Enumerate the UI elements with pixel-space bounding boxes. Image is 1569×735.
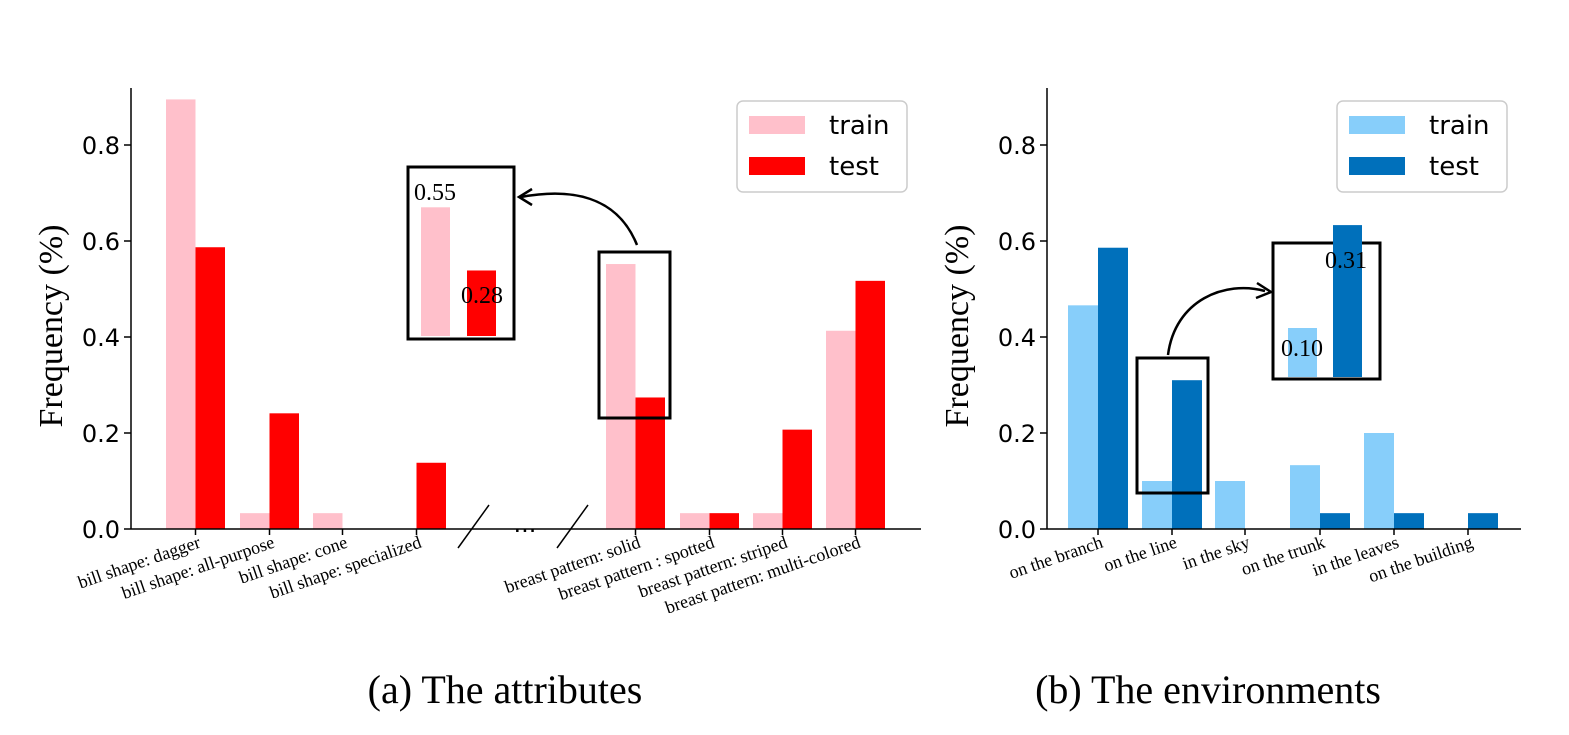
chart-b-ytick-label: 0.4 xyxy=(998,324,1036,352)
chart-b-caption: (b) The environments xyxy=(1035,667,1381,712)
chart-b-ytick-label: 0.2 xyxy=(998,420,1036,448)
chart-b-highlight-box xyxy=(1135,356,1210,495)
chart-a-bar-train-5 xyxy=(680,513,710,529)
chart-b-ylabel: Frequency (%) xyxy=(939,225,976,428)
chart-b-bar-test-3 xyxy=(1320,513,1350,529)
chart-a-bar-train-6 xyxy=(753,513,783,529)
chart-a-inset-test-bar xyxy=(467,270,496,336)
chart-b-bar-test-4 xyxy=(1394,513,1424,529)
chart-b-ytick-label: 0.6 xyxy=(998,228,1036,256)
chart-a-bar-test-3 xyxy=(416,462,446,529)
chart-a-highlight-box xyxy=(597,250,672,420)
chart-b-bar-test-1 xyxy=(1172,380,1202,529)
chart-b-legend: train test xyxy=(1336,100,1508,193)
chart-b-xtick-label: on the line xyxy=(1101,532,1179,576)
chart-b-bar-train-4 xyxy=(1364,433,1394,529)
chart-b-bar-train-0 xyxy=(1068,305,1098,529)
chart-b-yticks: 0.0 0.2 0.4 0.6 0.8 xyxy=(998,132,1047,544)
chart-a-legend-train: train xyxy=(829,111,890,141)
chart-a-inset: 0.55 0.28 xyxy=(406,165,516,341)
chart-a-bar-test-0 xyxy=(195,247,225,530)
chart-a-inset-frame xyxy=(406,165,516,341)
chart-b-inset: 0.10 0.31 xyxy=(1271,225,1382,381)
chart-b-inset-test-bar xyxy=(1333,225,1362,377)
chart-b-ytick-label: 0.8 xyxy=(998,132,1036,160)
chart-b-axes xyxy=(1046,88,1521,530)
chart-a-bar-test-6 xyxy=(782,429,812,529)
chart-a-yticks: 0.0 0.2 0.4 0.6 0.8 xyxy=(82,132,131,544)
chart-a-legend: train test xyxy=(736,100,908,193)
chart-b-legend-train-swatch xyxy=(1349,116,1405,134)
chart-b-legend-train: train xyxy=(1429,111,1490,141)
chart-a-bar-train-7 xyxy=(826,330,856,529)
chart-b-legend-test-swatch xyxy=(1349,157,1405,175)
chart-a-bar-train-0 xyxy=(166,99,196,530)
chart-a-axes xyxy=(130,88,921,530)
chart-a-legend-train-swatch xyxy=(749,116,805,134)
chart-a-arrow xyxy=(520,192,639,246)
chart-a-legend-test-swatch xyxy=(749,157,805,175)
chart-a-arrowhead xyxy=(516,187,533,207)
chart-a-ylabel: Frequency (%) xyxy=(33,225,70,428)
chart-b-inset-test-label: 0.31 xyxy=(1325,248,1367,274)
chart-b-inset-frame xyxy=(1271,241,1382,381)
chart-b-bars xyxy=(1068,247,1498,529)
chart-b-arrowhead xyxy=(1255,281,1274,300)
chart-a-axis-break-ellipsis: ... xyxy=(514,510,537,538)
chart-a-bar-test-7 xyxy=(855,280,885,529)
chart-a-ytick-label: 0.2 xyxy=(82,420,120,448)
chart-a-bar-train-4 xyxy=(606,264,636,529)
chart-a-bar-train-1 xyxy=(240,513,270,529)
chart-a-caption: (a) The attributes xyxy=(368,667,643,712)
chart-a-legend-test: test xyxy=(829,152,879,182)
chart-a-bar-test-5 xyxy=(709,513,739,529)
chart-b-legend-test: test xyxy=(1429,152,1479,182)
chart-a-ytick-label: 0.4 xyxy=(82,324,120,352)
chart-a-bars xyxy=(166,99,885,530)
chart-b-ytick-label: 0.0 xyxy=(998,516,1036,544)
chart-b-inset-train-label: 0.10 xyxy=(1281,336,1323,362)
chart-b-bar-test-5 xyxy=(1468,513,1498,529)
chart-b-bar-train-3 xyxy=(1290,465,1320,529)
chart-a-bar-train-2 xyxy=(313,513,343,529)
chart-a-inset-train-bar xyxy=(421,207,450,336)
chart-a-bar-test-1 xyxy=(269,413,299,529)
chart-a-axis-break-left xyxy=(457,504,490,549)
chart-b-arrow xyxy=(1166,286,1266,356)
chart-a-ytick-label: 0.6 xyxy=(82,228,120,256)
chart-b-bar-test-0 xyxy=(1098,247,1128,529)
chart-a-axis-break-right xyxy=(556,504,589,549)
chart-a-inset-train-label: 0.55 xyxy=(414,180,456,206)
chart-a-ytick-label: 0.0 xyxy=(82,516,120,544)
chart-b-bar-train-1 xyxy=(1142,481,1172,529)
chart-a-ytick-label: 0.8 xyxy=(82,132,120,160)
chart-a-inset-test-label: 0.28 xyxy=(461,283,503,309)
chart-b-bar-train-2 xyxy=(1215,481,1245,529)
chart-b-inset-train-bar xyxy=(1288,328,1317,377)
